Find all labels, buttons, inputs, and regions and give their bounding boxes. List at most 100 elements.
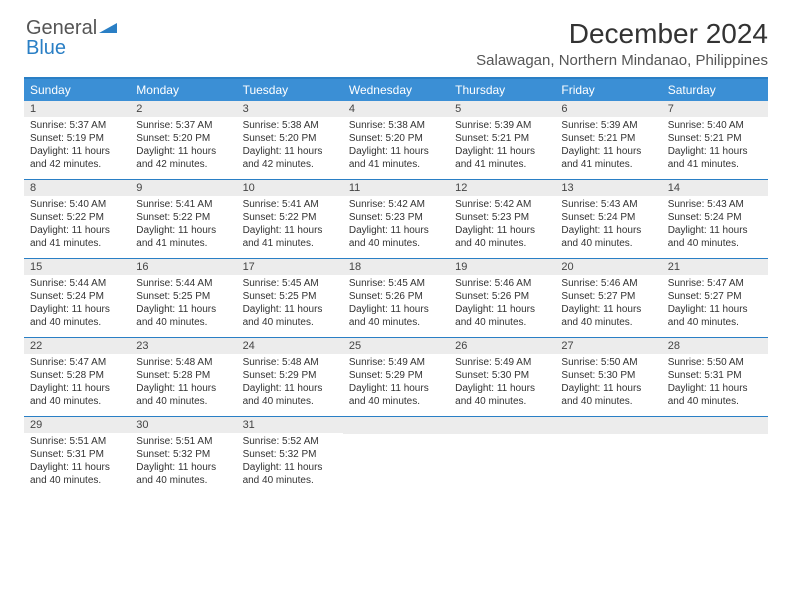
day-number: 18 — [343, 259, 449, 275]
day-number: 26 — [449, 338, 555, 354]
day-cell: 2Sunrise: 5:37 AMSunset: 5:20 PMDaylight… — [130, 101, 236, 175]
day-cell: 12Sunrise: 5:42 AMSunset: 5:23 PMDayligh… — [449, 180, 555, 254]
day-cell: 30Sunrise: 5:51 AMSunset: 5:32 PMDayligh… — [130, 417, 236, 491]
day-cell: 26Sunrise: 5:49 AMSunset: 5:30 PMDayligh… — [449, 338, 555, 412]
week-row: 1Sunrise: 5:37 AMSunset: 5:19 PMDaylight… — [24, 101, 768, 180]
day-number: 7 — [662, 101, 768, 117]
day-details — [343, 434, 449, 486]
day-number: 2 — [130, 101, 236, 117]
day-details: Sunrise: 5:44 AMSunset: 5:25 PMDaylight:… — [130, 275, 236, 333]
day-details: Sunrise: 5:40 AMSunset: 5:22 PMDaylight:… — [24, 196, 130, 254]
week-row: 29Sunrise: 5:51 AMSunset: 5:31 PMDayligh… — [24, 417, 768, 495]
page-header: General Blue December 2024 Salawagan, No… — [24, 18, 768, 69]
day-cell — [555, 417, 661, 491]
day-details: Sunrise: 5:42 AMSunset: 5:23 PMDaylight:… — [449, 196, 555, 254]
day-cell: 25Sunrise: 5:49 AMSunset: 5:29 PMDayligh… — [343, 338, 449, 412]
day-number: 17 — [237, 259, 343, 275]
day-number: 11 — [343, 180, 449, 196]
day-cell: 19Sunrise: 5:46 AMSunset: 5:26 PMDayligh… — [449, 259, 555, 333]
day-cell: 7Sunrise: 5:40 AMSunset: 5:21 PMDaylight… — [662, 101, 768, 175]
day-cell: 31Sunrise: 5:52 AMSunset: 5:32 PMDayligh… — [237, 417, 343, 491]
day-number: 31 — [237, 417, 343, 433]
day-number: 12 — [449, 180, 555, 196]
day-cell: 13Sunrise: 5:43 AMSunset: 5:24 PMDayligh… — [555, 180, 661, 254]
day-number: 1 — [24, 101, 130, 117]
logo-text: General Blue — [26, 18, 119, 58]
day-cell: 27Sunrise: 5:50 AMSunset: 5:30 PMDayligh… — [555, 338, 661, 412]
title-block: December 2024 Salawagan, Northern Mindan… — [476, 18, 768, 69]
day-number — [662, 417, 768, 434]
day-cell: 18Sunrise: 5:45 AMSunset: 5:26 PMDayligh… — [343, 259, 449, 333]
day-cell: 10Sunrise: 5:41 AMSunset: 5:22 PMDayligh… — [237, 180, 343, 254]
day-details: Sunrise: 5:40 AMSunset: 5:21 PMDaylight:… — [662, 117, 768, 175]
day-number: 28 — [662, 338, 768, 354]
day-details: Sunrise: 5:47 AMSunset: 5:28 PMDaylight:… — [24, 354, 130, 412]
weekday-header: Friday — [555, 79, 661, 101]
day-number: 13 — [555, 180, 661, 196]
week-row: 22Sunrise: 5:47 AMSunset: 5:28 PMDayligh… — [24, 338, 768, 417]
day-cell: 14Sunrise: 5:43 AMSunset: 5:24 PMDayligh… — [662, 180, 768, 254]
day-details: Sunrise: 5:44 AMSunset: 5:24 PMDaylight:… — [24, 275, 130, 333]
logo-text-part1: General — [26, 17, 97, 39]
weekday-header: Monday — [130, 79, 236, 101]
day-details: Sunrise: 5:50 AMSunset: 5:30 PMDaylight:… — [555, 354, 661, 412]
day-details: Sunrise: 5:46 AMSunset: 5:27 PMDaylight:… — [555, 275, 661, 333]
weekday-header: Wednesday — [343, 79, 449, 101]
day-cell: 17Sunrise: 5:45 AMSunset: 5:25 PMDayligh… — [237, 259, 343, 333]
day-number: 22 — [24, 338, 130, 354]
day-number — [555, 417, 661, 434]
day-number: 9 — [130, 180, 236, 196]
weeks-container: 1Sunrise: 5:37 AMSunset: 5:19 PMDaylight… — [24, 101, 768, 495]
day-details: Sunrise: 5:50 AMSunset: 5:31 PMDaylight:… — [662, 354, 768, 412]
day-details: Sunrise: 5:39 AMSunset: 5:21 PMDaylight:… — [555, 117, 661, 175]
logo: General Blue — [24, 18, 119, 58]
day-cell: 24Sunrise: 5:48 AMSunset: 5:29 PMDayligh… — [237, 338, 343, 412]
day-cell: 9Sunrise: 5:41 AMSunset: 5:22 PMDaylight… — [130, 180, 236, 254]
day-cell: 6Sunrise: 5:39 AMSunset: 5:21 PMDaylight… — [555, 101, 661, 175]
day-cell: 15Sunrise: 5:44 AMSunset: 5:24 PMDayligh… — [24, 259, 130, 333]
day-details: Sunrise: 5:45 AMSunset: 5:26 PMDaylight:… — [343, 275, 449, 333]
day-cell: 1Sunrise: 5:37 AMSunset: 5:19 PMDaylight… — [24, 101, 130, 175]
week-row: 8Sunrise: 5:40 AMSunset: 5:22 PMDaylight… — [24, 180, 768, 259]
day-details: Sunrise: 5:43 AMSunset: 5:24 PMDaylight:… — [662, 196, 768, 254]
day-details: Sunrise: 5:45 AMSunset: 5:25 PMDaylight:… — [237, 275, 343, 333]
day-number: 4 — [343, 101, 449, 117]
day-cell: 3Sunrise: 5:38 AMSunset: 5:20 PMDaylight… — [237, 101, 343, 175]
day-cell: 5Sunrise: 5:39 AMSunset: 5:21 PMDaylight… — [449, 101, 555, 175]
day-cell: 29Sunrise: 5:51 AMSunset: 5:31 PMDayligh… — [24, 417, 130, 491]
day-details: Sunrise: 5:48 AMSunset: 5:29 PMDaylight:… — [237, 354, 343, 412]
day-cell: 28Sunrise: 5:50 AMSunset: 5:31 PMDayligh… — [662, 338, 768, 412]
day-cell — [449, 417, 555, 491]
month-title: December 2024 — [476, 18, 768, 50]
day-cell: 8Sunrise: 5:40 AMSunset: 5:22 PMDaylight… — [24, 180, 130, 254]
day-number: 23 — [130, 338, 236, 354]
day-number: 30 — [130, 417, 236, 433]
day-details: Sunrise: 5:38 AMSunset: 5:20 PMDaylight:… — [237, 117, 343, 175]
day-cell: 20Sunrise: 5:46 AMSunset: 5:27 PMDayligh… — [555, 259, 661, 333]
day-details: Sunrise: 5:41 AMSunset: 5:22 PMDaylight:… — [130, 196, 236, 254]
day-details — [555, 434, 661, 486]
day-number: 21 — [662, 259, 768, 275]
day-details: Sunrise: 5:37 AMSunset: 5:19 PMDaylight:… — [24, 117, 130, 175]
day-number: 8 — [24, 180, 130, 196]
day-details: Sunrise: 5:41 AMSunset: 5:22 PMDaylight:… — [237, 196, 343, 254]
day-cell — [662, 417, 768, 491]
day-details: Sunrise: 5:49 AMSunset: 5:29 PMDaylight:… — [343, 354, 449, 412]
day-number: 10 — [237, 180, 343, 196]
day-details: Sunrise: 5:38 AMSunset: 5:20 PMDaylight:… — [343, 117, 449, 175]
day-details: Sunrise: 5:42 AMSunset: 5:23 PMDaylight:… — [343, 196, 449, 254]
weekday-header: Tuesday — [237, 79, 343, 101]
logo-text-part2: Blue — [26, 37, 66, 59]
day-details: Sunrise: 5:46 AMSunset: 5:26 PMDaylight:… — [449, 275, 555, 333]
weekday-header: Thursday — [449, 79, 555, 101]
day-details: Sunrise: 5:52 AMSunset: 5:32 PMDaylight:… — [237, 433, 343, 491]
day-number: 5 — [449, 101, 555, 117]
day-cell: 21Sunrise: 5:47 AMSunset: 5:27 PMDayligh… — [662, 259, 768, 333]
day-number: 24 — [237, 338, 343, 354]
day-details: Sunrise: 5:37 AMSunset: 5:20 PMDaylight:… — [130, 117, 236, 175]
day-cell: 16Sunrise: 5:44 AMSunset: 5:25 PMDayligh… — [130, 259, 236, 333]
weekday-header: Saturday — [662, 79, 768, 101]
weekday-header-row: Sunday Monday Tuesday Wednesday Thursday… — [24, 79, 768, 101]
logo-triangle-icon — [97, 21, 119, 35]
day-cell: 23Sunrise: 5:48 AMSunset: 5:28 PMDayligh… — [130, 338, 236, 412]
